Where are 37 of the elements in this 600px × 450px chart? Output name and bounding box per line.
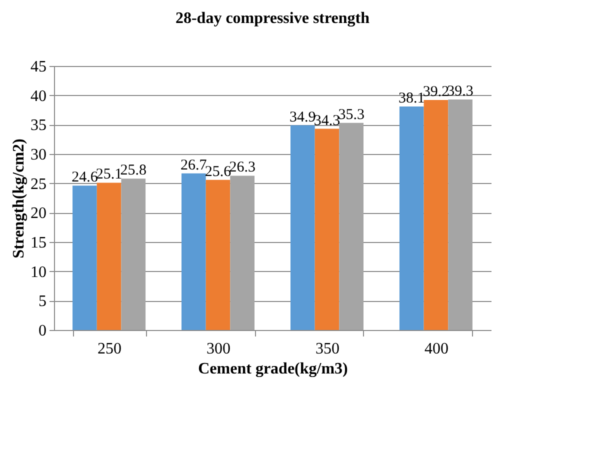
y-tick-label: 25 [30, 176, 46, 193]
bar [399, 106, 424, 330]
x-tick-label: 350 [315, 340, 340, 358]
y-tick-label: 40 [30, 88, 46, 105]
bar [290, 125, 315, 330]
data-label: 26.7 [180, 157, 208, 174]
y-axis-title: Strength(kg/cm2) [10, 138, 28, 258]
bar [339, 122, 364, 330]
y-tick-label: 20 [30, 205, 46, 222]
bar [448, 99, 472, 330]
y-tick-label: 15 [30, 234, 46, 252]
data-label: 35.3 [338, 106, 364, 123]
bar [206, 180, 230, 330]
bar [424, 100, 448, 330]
x-tick-label: 250 [98, 340, 122, 358]
bar [121, 178, 146, 330]
y-tick-label: 35 [30, 117, 46, 134]
data-label: 39.3 [447, 83, 474, 100]
data-label: 25.8 [120, 162, 146, 179]
y-tick-label: 10 [30, 264, 46, 281]
y-tick-label: 30 [30, 146, 46, 164]
bar [72, 186, 97, 330]
x-axis-title: Cement grade(kg/m3) [198, 360, 348, 378]
data-label: 38.1 [398, 90, 425, 106]
bar [230, 176, 255, 330]
x-tick-label: 300 [206, 340, 231, 358]
chart-title: 28-day compressive strength [175, 10, 370, 27]
data-label: 39.2 [422, 84, 450, 100]
bar [96, 182, 122, 330]
y-tick-label: 5 [38, 293, 46, 310]
x-tick-label: 400 [424, 340, 448, 358]
bar [182, 173, 206, 330]
y-tick-label: 0 [38, 322, 46, 340]
data-label: 34.3 [314, 112, 340, 129]
bar [314, 128, 340, 330]
y-tick-label: 45 [30, 58, 46, 76]
data-label: 34.9 [290, 109, 316, 126]
